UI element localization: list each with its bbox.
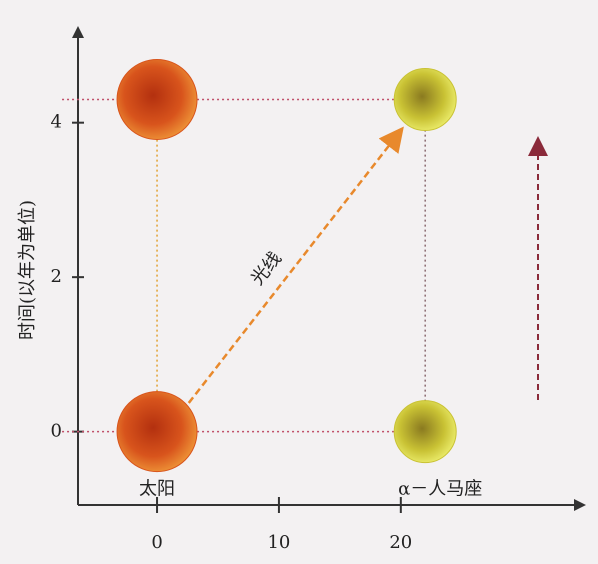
y-tick-label: 2 bbox=[51, 266, 62, 287]
x-tick-label: 20 bbox=[389, 532, 412, 553]
x-tick-label: 0 bbox=[151, 532, 162, 553]
y-tick-label: 4 bbox=[51, 112, 62, 133]
sun bbox=[116, 59, 198, 141]
y-axis-arrow bbox=[72, 26, 84, 38]
light-ray bbox=[181, 126, 404, 413]
x-tick-label: 10 bbox=[267, 532, 290, 553]
y-axis-label: 时间(以年为单位) bbox=[17, 200, 38, 340]
y-tick-label: 0 bbox=[51, 421, 62, 442]
alpha-centauri bbox=[393, 400, 457, 464]
x-axis-arrow bbox=[574, 499, 586, 511]
body-label: α－人马座 bbox=[398, 479, 482, 500]
sun bbox=[116, 391, 198, 473]
body-label: 太阳 bbox=[139, 479, 175, 500]
alpha-centauri bbox=[393, 68, 457, 132]
